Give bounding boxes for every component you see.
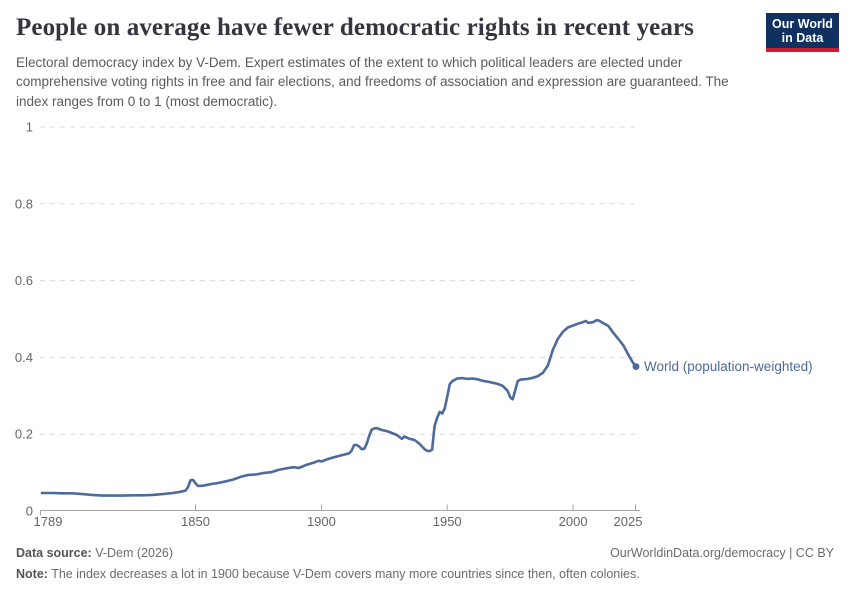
chart-note: Note: The index decreases a lot in 1900 … bbox=[16, 567, 834, 581]
x-tick-label: 1850 bbox=[181, 514, 210, 529]
world-line bbox=[40, 318, 638, 497]
citation-link[interactable]: OurWorldinData.org/democracy | CC BY bbox=[610, 546, 834, 560]
chart-subtitle: Electoral democracy index by V-Dem. Expe… bbox=[16, 55, 729, 109]
y-tick-label: 0 bbox=[26, 504, 33, 519]
x-tick-label: 1900 bbox=[307, 514, 336, 529]
y-tick-label: 0.6 bbox=[15, 273, 33, 288]
data-source-label: Data source: bbox=[16, 546, 92, 560]
page-title: People on average have fewer democratic … bbox=[16, 14, 694, 41]
y-tick-label: 1 bbox=[26, 120, 33, 135]
owid-logo-line1: Our World bbox=[772, 16, 833, 31]
owid-logo[interactable]: Our World in Data bbox=[766, 13, 839, 52]
note-text: The index decreases a lot in 1900 becaus… bbox=[47, 567, 640, 581]
footer: Data source: V-Dem (2026) OurWorldinData… bbox=[16, 546, 834, 581]
x-tick-label: 1950 bbox=[433, 514, 462, 529]
x-tick-label: 2000 bbox=[559, 514, 588, 529]
data-source: Data source: V-Dem (2026) bbox=[16, 546, 173, 560]
data-source-value: V-Dem (2026) bbox=[91, 546, 174, 560]
line-end-dot bbox=[632, 363, 640, 370]
y-tick-label: 0.8 bbox=[15, 196, 33, 211]
x-tick-label: 1789 bbox=[34, 514, 63, 529]
plot-area[interactable] bbox=[40, 120, 640, 512]
y-tick-label: 0.4 bbox=[15, 350, 33, 365]
y-tick-label: 0.2 bbox=[15, 427, 33, 442]
note-label: Note: bbox=[16, 567, 48, 581]
owid-logo-line2: in Data bbox=[781, 30, 824, 45]
series-label: World (population-weighted) bbox=[644, 359, 813, 374]
x-tick-label: 2025 bbox=[614, 514, 643, 529]
